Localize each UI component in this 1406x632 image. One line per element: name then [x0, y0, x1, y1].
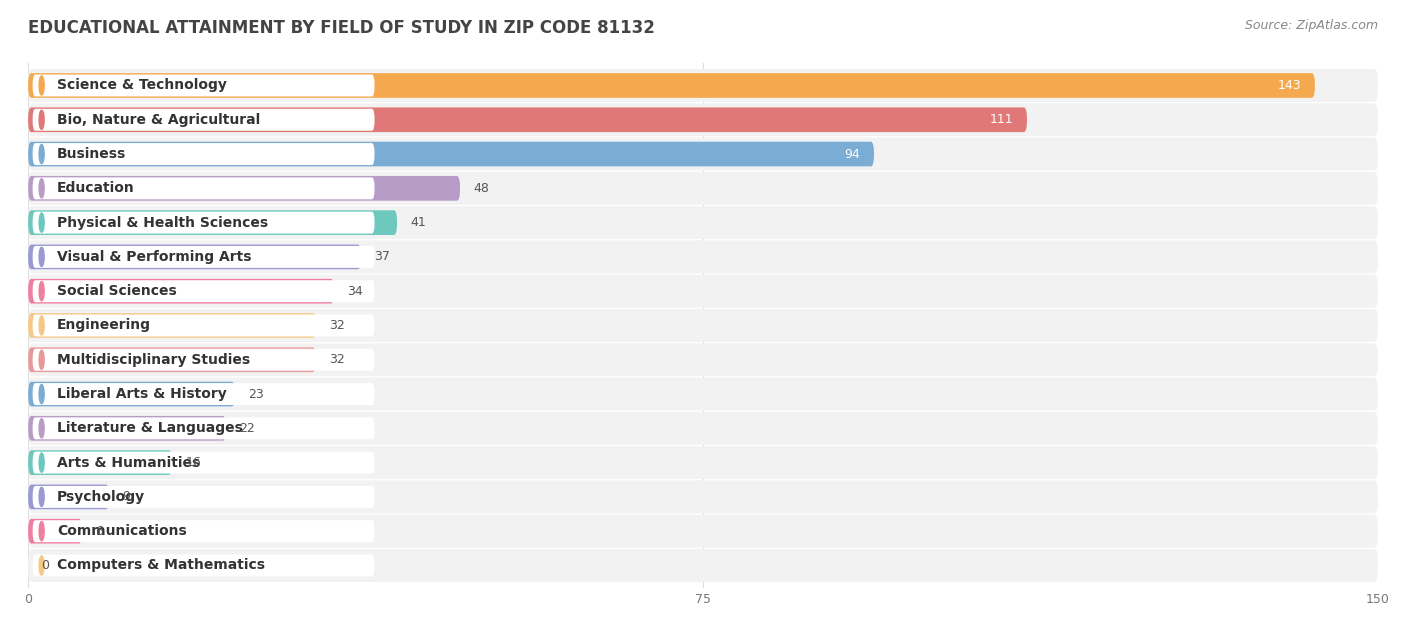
FancyBboxPatch shape — [28, 275, 1378, 308]
FancyBboxPatch shape — [28, 142, 875, 166]
FancyBboxPatch shape — [28, 519, 82, 544]
FancyBboxPatch shape — [32, 246, 374, 268]
FancyBboxPatch shape — [28, 279, 335, 303]
FancyBboxPatch shape — [32, 520, 374, 542]
FancyBboxPatch shape — [28, 69, 1378, 102]
Circle shape — [39, 213, 44, 232]
FancyBboxPatch shape — [32, 143, 374, 165]
Text: 32: 32 — [329, 319, 346, 332]
FancyBboxPatch shape — [28, 485, 110, 509]
Circle shape — [39, 110, 44, 130]
Text: 6: 6 — [96, 525, 104, 538]
Text: 23: 23 — [249, 387, 264, 401]
FancyBboxPatch shape — [28, 172, 1378, 205]
FancyBboxPatch shape — [32, 417, 374, 439]
Text: Multidisciplinary Studies: Multidisciplinary Studies — [56, 353, 250, 367]
FancyBboxPatch shape — [32, 178, 374, 199]
Text: Arts & Humanities: Arts & Humanities — [56, 456, 200, 470]
Circle shape — [39, 556, 44, 575]
FancyBboxPatch shape — [28, 138, 1378, 171]
FancyBboxPatch shape — [28, 210, 396, 235]
Text: 143: 143 — [1278, 79, 1302, 92]
Circle shape — [39, 247, 44, 267]
FancyBboxPatch shape — [28, 103, 1378, 137]
FancyBboxPatch shape — [28, 382, 235, 406]
Text: Business: Business — [56, 147, 127, 161]
Text: Psychology: Psychology — [56, 490, 145, 504]
Circle shape — [39, 384, 44, 404]
Text: 37: 37 — [374, 250, 391, 264]
Text: 16: 16 — [186, 456, 201, 469]
FancyBboxPatch shape — [32, 109, 374, 131]
FancyBboxPatch shape — [32, 280, 374, 302]
FancyBboxPatch shape — [32, 554, 374, 576]
Text: Literature & Languages: Literature & Languages — [56, 422, 243, 435]
Text: Education: Education — [56, 181, 135, 195]
Text: 9: 9 — [122, 490, 131, 504]
Text: Source: ZipAtlas.com: Source: ZipAtlas.com — [1244, 19, 1378, 32]
FancyBboxPatch shape — [28, 450, 172, 475]
FancyBboxPatch shape — [32, 75, 374, 97]
Text: 48: 48 — [474, 182, 489, 195]
Text: EDUCATIONAL ATTAINMENT BY FIELD OF STUDY IN ZIP CODE 81132: EDUCATIONAL ATTAINMENT BY FIELD OF STUDY… — [28, 19, 655, 37]
FancyBboxPatch shape — [28, 245, 361, 269]
Circle shape — [39, 179, 44, 198]
FancyBboxPatch shape — [32, 486, 374, 508]
Text: 41: 41 — [411, 216, 426, 229]
FancyBboxPatch shape — [28, 343, 1378, 376]
Circle shape — [39, 76, 44, 95]
Circle shape — [39, 419, 44, 438]
FancyBboxPatch shape — [28, 176, 460, 201]
Circle shape — [39, 453, 44, 472]
FancyBboxPatch shape — [28, 240, 1378, 274]
Text: Computers & Mathematics: Computers & Mathematics — [56, 559, 264, 573]
FancyBboxPatch shape — [32, 315, 374, 336]
Text: Liberal Arts & History: Liberal Arts & History — [56, 387, 226, 401]
FancyBboxPatch shape — [28, 309, 1378, 342]
FancyBboxPatch shape — [28, 412, 1378, 445]
Text: 111: 111 — [990, 113, 1014, 126]
FancyBboxPatch shape — [28, 377, 1378, 411]
FancyBboxPatch shape — [32, 212, 374, 234]
Text: 0: 0 — [42, 559, 49, 572]
Circle shape — [39, 350, 44, 369]
FancyBboxPatch shape — [32, 452, 374, 473]
FancyBboxPatch shape — [28, 446, 1378, 479]
FancyBboxPatch shape — [28, 206, 1378, 239]
Text: 22: 22 — [239, 422, 256, 435]
FancyBboxPatch shape — [28, 416, 226, 441]
Text: Communications: Communications — [56, 524, 187, 538]
Text: Engineering: Engineering — [56, 319, 150, 332]
Text: Science & Technology: Science & Technology — [56, 78, 226, 92]
Circle shape — [39, 282, 44, 301]
FancyBboxPatch shape — [32, 349, 374, 371]
FancyBboxPatch shape — [28, 107, 1026, 132]
Text: 34: 34 — [347, 284, 363, 298]
Text: Bio, Nature & Agricultural: Bio, Nature & Agricultural — [56, 112, 260, 127]
FancyBboxPatch shape — [28, 514, 1378, 548]
FancyBboxPatch shape — [28, 480, 1378, 513]
FancyBboxPatch shape — [32, 383, 374, 405]
Circle shape — [39, 487, 44, 506]
Text: Physical & Health Sciences: Physical & Health Sciences — [56, 216, 269, 229]
Text: 32: 32 — [329, 353, 346, 367]
FancyBboxPatch shape — [28, 549, 1378, 582]
FancyBboxPatch shape — [28, 73, 1315, 98]
Circle shape — [39, 316, 44, 335]
Circle shape — [39, 145, 44, 164]
Text: 94: 94 — [845, 147, 860, 161]
Text: Social Sciences: Social Sciences — [56, 284, 177, 298]
FancyBboxPatch shape — [28, 313, 316, 338]
Circle shape — [39, 521, 44, 541]
Text: Visual & Performing Arts: Visual & Performing Arts — [56, 250, 252, 264]
FancyBboxPatch shape — [28, 348, 316, 372]
